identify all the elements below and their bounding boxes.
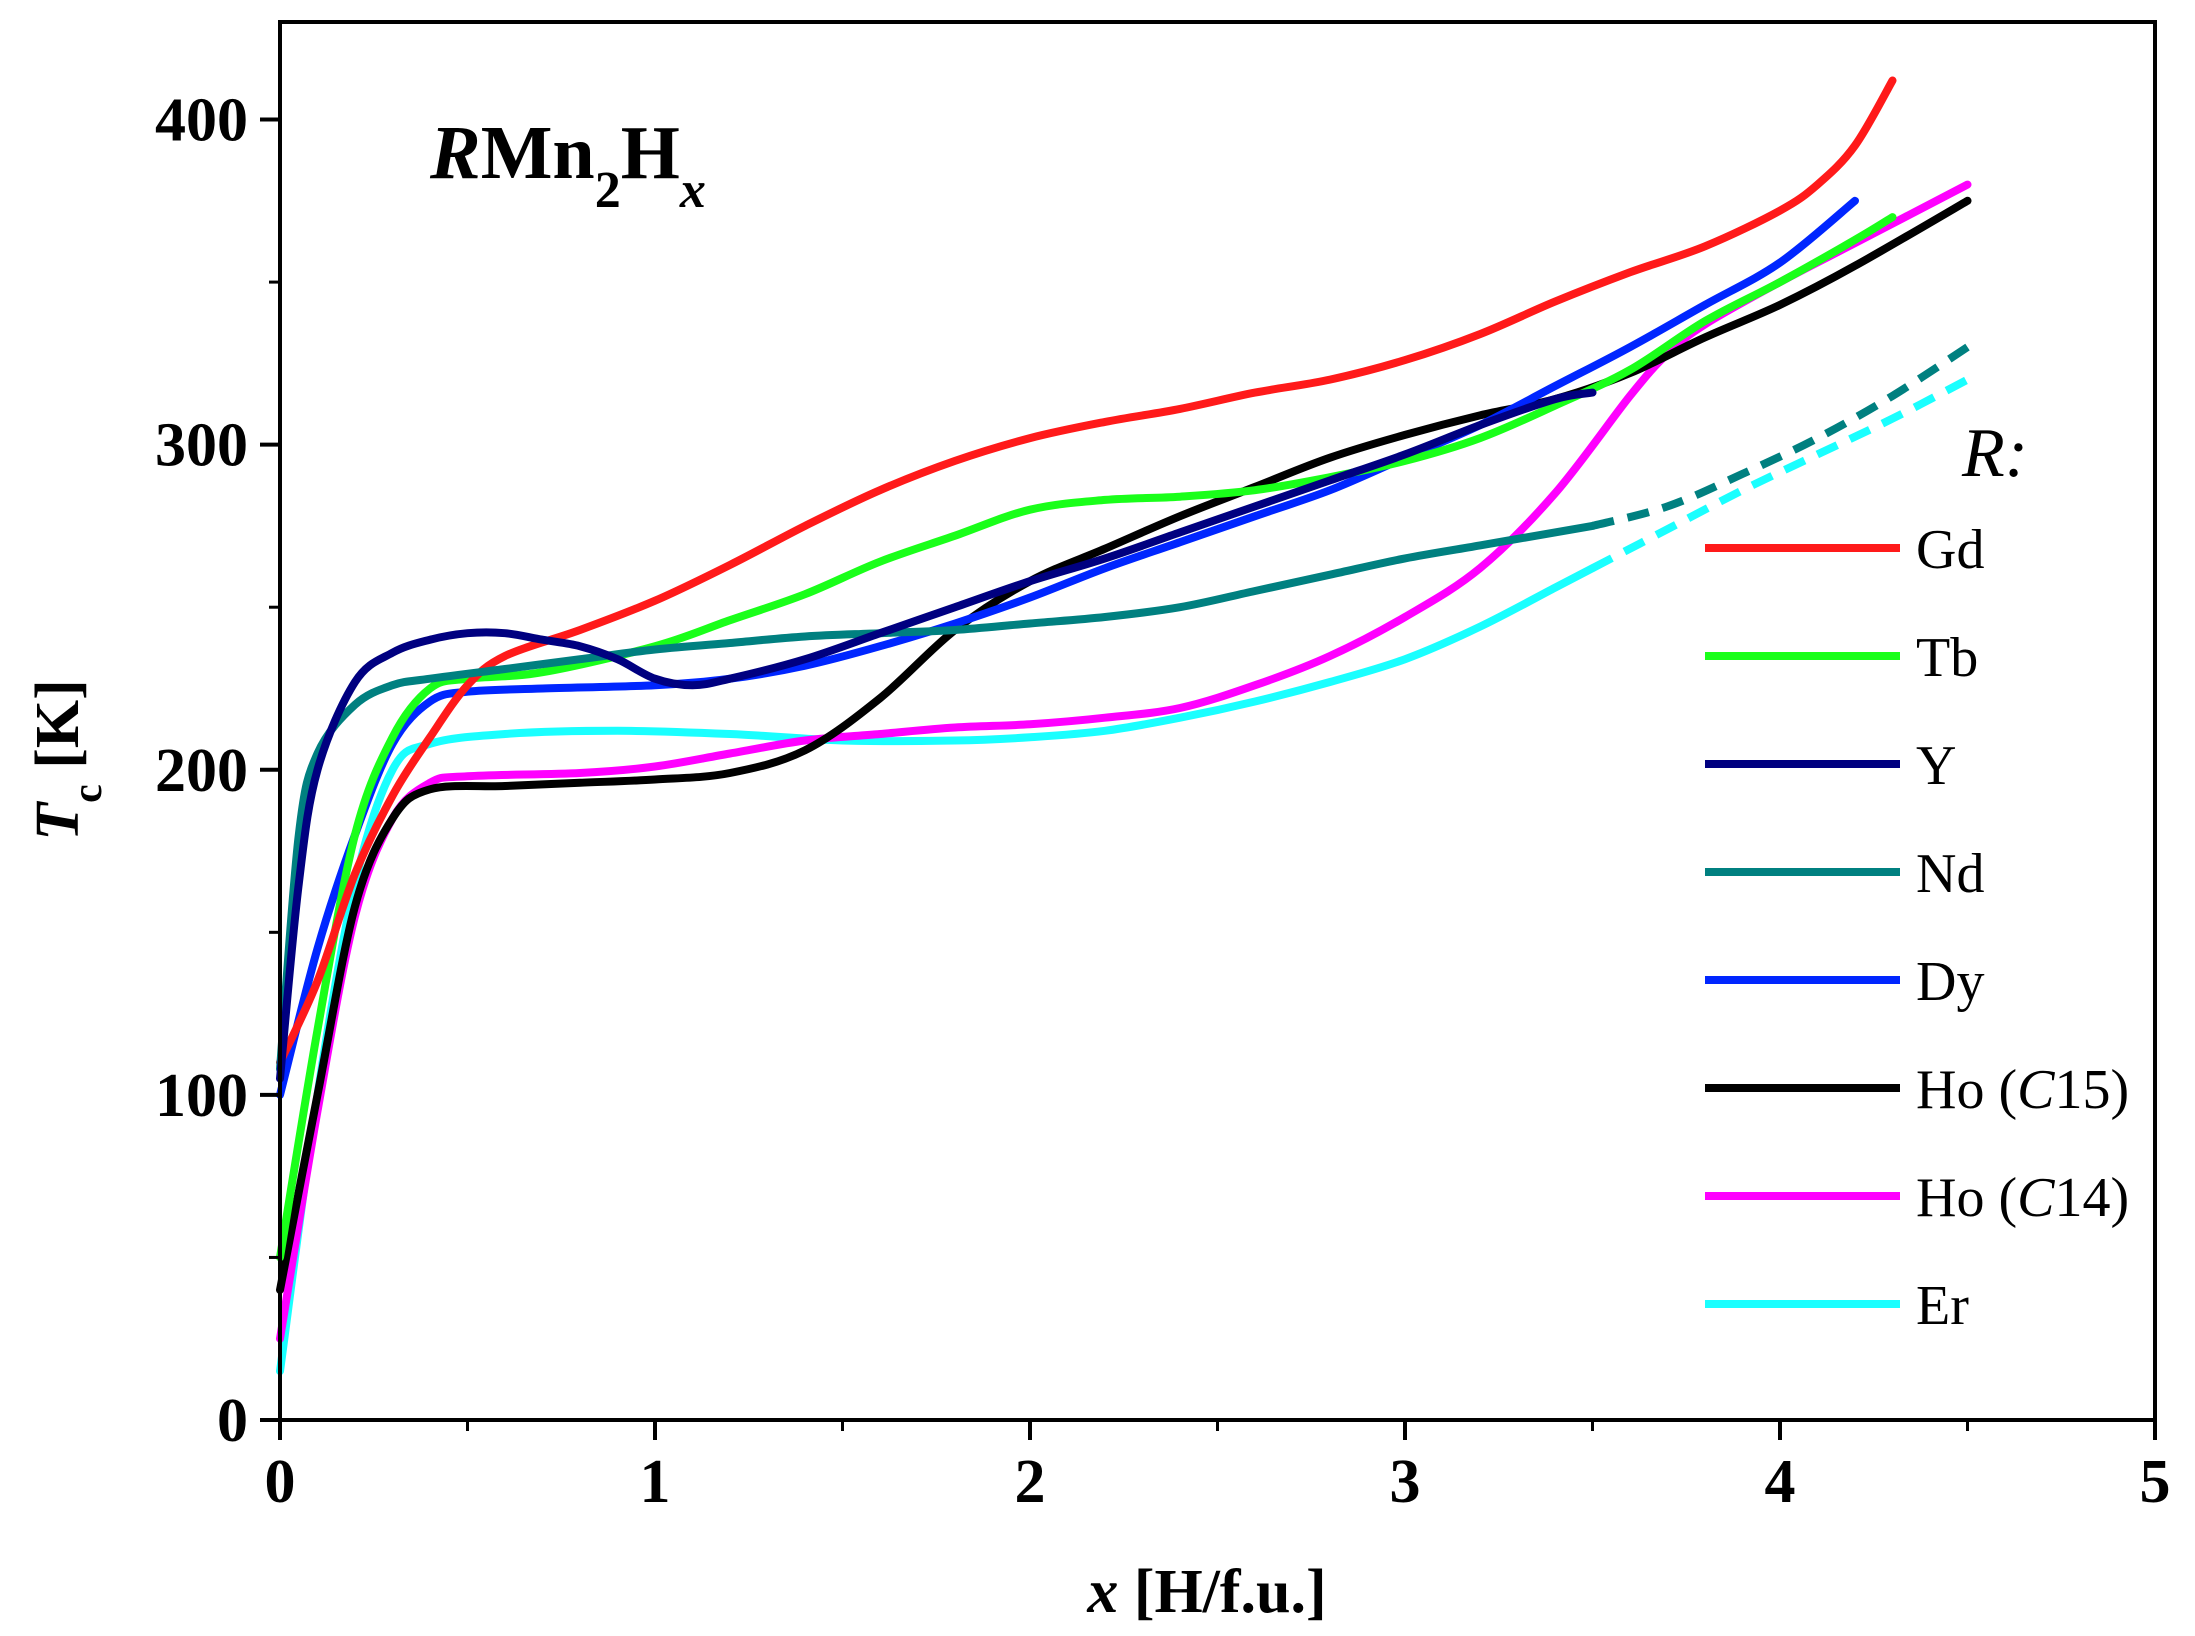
legend-item-ho-c14: Ho (C14) bbox=[1705, 1167, 2129, 1229]
legend-item-gd: Gd bbox=[1705, 519, 1984, 581]
axis-layer: 0 1 2 3 4 5 0 100 200 300 400 bbox=[155, 87, 2171, 1516]
series-dy bbox=[276, 196, 1859, 1099]
series-nd bbox=[276, 343, 1970, 1073]
x-axis-label-var: x bbox=[1086, 1558, 1118, 1626]
series-layer bbox=[276, 76, 1972, 1376]
x-tick-label: 4 bbox=[1765, 1448, 1796, 1516]
y-tick-label: 0 bbox=[217, 1387, 248, 1455]
y-axis-label-unit: [K] bbox=[24, 679, 92, 784]
series-line-gd bbox=[276, 76, 1897, 1067]
x-tick-label: 5 bbox=[2140, 1448, 2171, 1516]
legend-label: Nd bbox=[1916, 843, 1984, 905]
legend-label-part: Ho ( bbox=[1916, 1167, 2017, 1229]
y-tick-label: 100 bbox=[155, 1062, 248, 1130]
y-axis-label-sub: c bbox=[65, 784, 111, 803]
series-line-y bbox=[276, 388, 1597, 1083]
title-r: R bbox=[429, 111, 481, 195]
series-gd bbox=[276, 76, 1897, 1067]
title-sub-x: x bbox=[679, 162, 706, 219]
legend-label-part: C bbox=[2017, 1059, 2055, 1121]
x-tick-label: 2 bbox=[1015, 1448, 1046, 1516]
legend-item-tb: Tb bbox=[1705, 627, 1978, 689]
title-h: H bbox=[621, 111, 680, 195]
series-line-dashed-nd bbox=[1591, 343, 1970, 530]
y-axis-label-var: T bbox=[24, 801, 92, 841]
legend-item-y: Y bbox=[1705, 735, 1956, 797]
legend-label-part: Tb bbox=[1916, 627, 1978, 689]
x-tick-label: 0 bbox=[265, 1448, 296, 1516]
chart-title: RMn2Hx bbox=[429, 111, 706, 219]
legend-label: Gd bbox=[1916, 519, 1984, 581]
legend-item-dy: Dy bbox=[1705, 951, 1984, 1013]
legend-item-ho-c15: Ho (C15) bbox=[1705, 1059, 2129, 1121]
legend-label-part: Er bbox=[1916, 1275, 1969, 1337]
legend-item-nd: Nd bbox=[1705, 843, 1984, 905]
series-tb bbox=[276, 213, 1897, 1262]
legend-label-part: Gd bbox=[1916, 519, 1984, 581]
legend-title: R: bbox=[1961, 415, 2028, 492]
y-axis-label: Tc [K] bbox=[24, 679, 111, 841]
legend-label: Ho (C14) bbox=[1916, 1167, 2129, 1229]
series-line-dashed-er bbox=[1590, 376, 1970, 572]
title-mn: Mn bbox=[481, 111, 595, 195]
x-axis-label: x [H/f.u.] bbox=[1086, 1558, 1326, 1626]
series-line-dy bbox=[276, 196, 1859, 1099]
x-tick-label: 1 bbox=[640, 1448, 671, 1516]
x-axis-label-unit: [H/f.u.] bbox=[1118, 1558, 1326, 1626]
y-tick-label: 400 bbox=[155, 87, 248, 155]
legend-label: Er bbox=[1916, 1275, 1969, 1337]
legend-label-part: 15) bbox=[2054, 1059, 2129, 1121]
series-line-tb bbox=[276, 213, 1897, 1262]
y-tick-label: 300 bbox=[155, 412, 248, 480]
title-sub-2: 2 bbox=[595, 162, 621, 219]
legend-label: Y bbox=[1916, 735, 1956, 797]
legend-label: Tb bbox=[1916, 627, 1978, 689]
x-tick-label: 3 bbox=[1390, 1448, 1421, 1516]
series-y bbox=[276, 388, 1597, 1083]
legend-label-part: Ho ( bbox=[1916, 1059, 2017, 1121]
y-tick-label: 200 bbox=[155, 737, 248, 805]
legend-label-part: Y bbox=[1916, 735, 1956, 797]
legend-label-part: C bbox=[2017, 1167, 2055, 1229]
legend-item-er: Er bbox=[1705, 1275, 1969, 1337]
legend-label-part: Dy bbox=[1916, 951, 1984, 1013]
series-line-nd bbox=[276, 521, 1597, 1073]
legend-label-part: 14) bbox=[2054, 1167, 2129, 1229]
legend-label-part: Nd bbox=[1916, 843, 1984, 905]
legend-label: Ho (C15) bbox=[1916, 1059, 2129, 1121]
legend-label: Dy bbox=[1916, 951, 1984, 1013]
